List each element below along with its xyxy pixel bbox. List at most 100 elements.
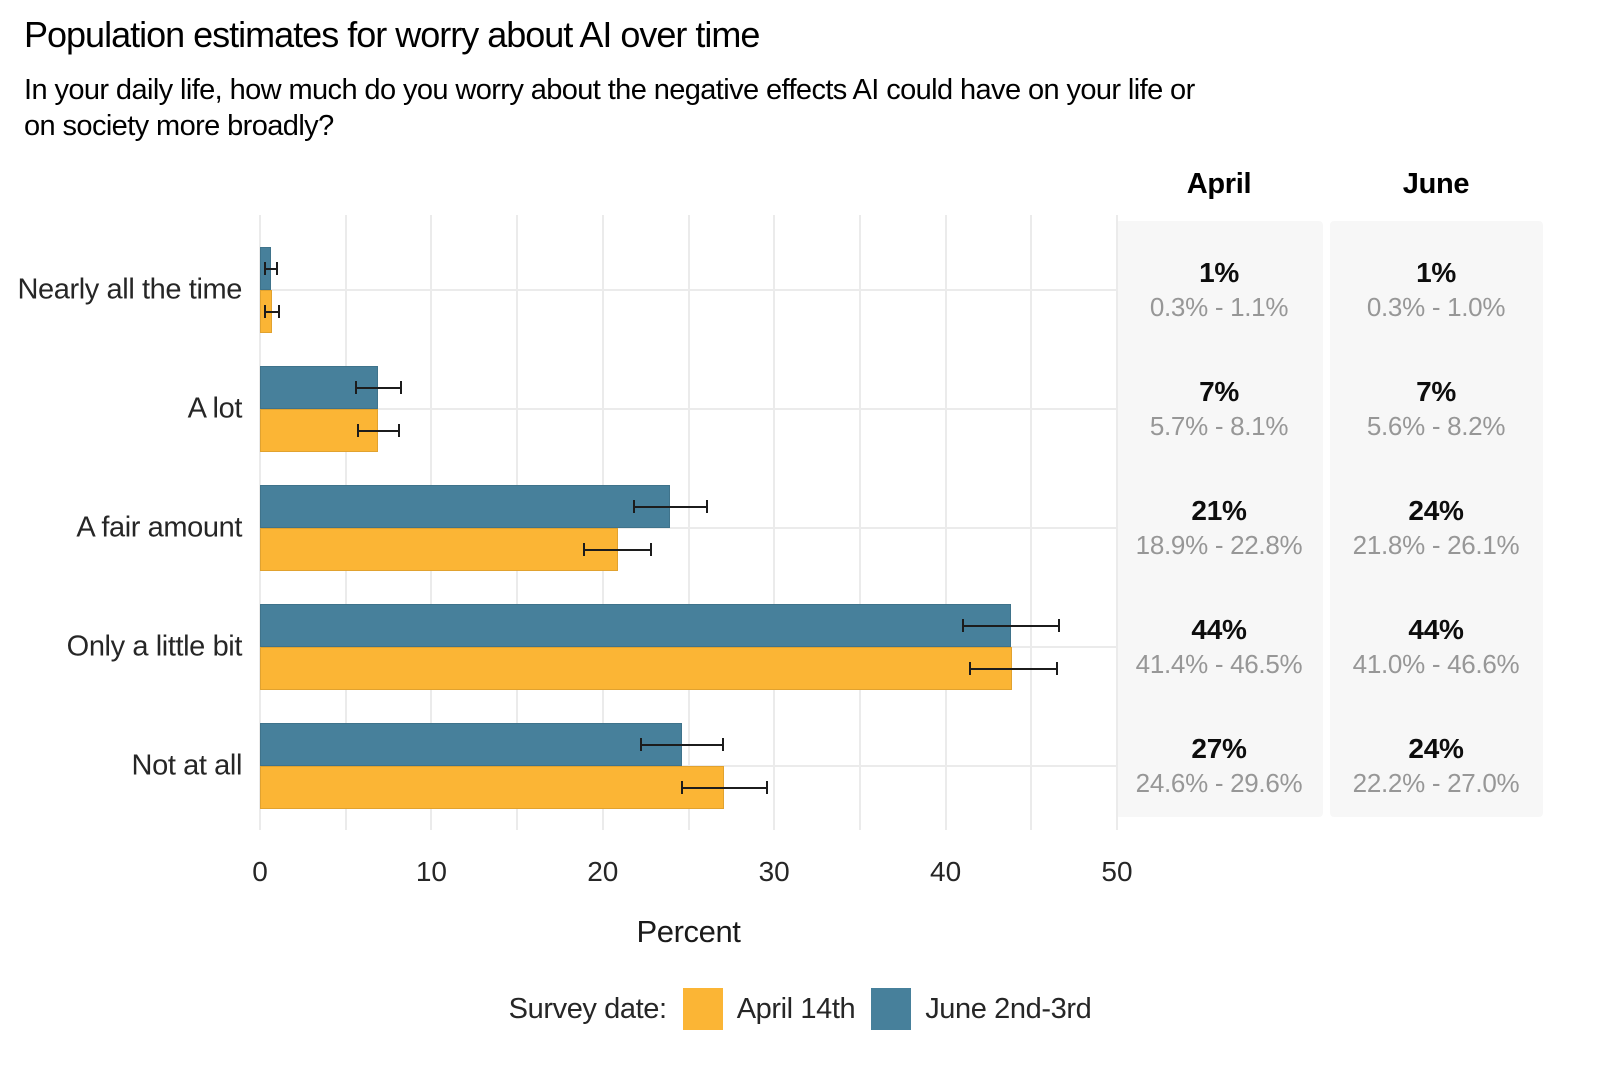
error-bar-cap-1-0-1: [397, 424, 400, 437]
gridline-vertical-50: [1116, 215, 1118, 830]
error-bar-3-1: [962, 624, 1059, 627]
bar-june-4: [260, 723, 682, 766]
table-cell-ci: 22.2% - 27.0%: [1352, 768, 1520, 798]
plot-panel: [259, 215, 1118, 830]
x-tick-label-50: 50: [1101, 856, 1133, 887]
error-bar-cap-3-0-0: [968, 662, 971, 675]
error-bar-cap-4-1-1: [721, 738, 724, 751]
table-cell-value: 44%: [1191, 614, 1247, 645]
table-cell-value: 27%: [1191, 733, 1247, 764]
gridline-horizontal-0: [260, 289, 1117, 291]
error-bar-cap-4-1-0: [639, 738, 642, 751]
bar-june-3: [260, 604, 1011, 647]
table-cell-june-1: 7% 5.6% - 8.2%: [1306, 376, 1566, 442]
error-bar-1-1: [355, 386, 401, 389]
table-cell-ci: 41.0% - 46.6%: [1352, 649, 1520, 679]
error-bar-cap-1-0-0: [356, 424, 359, 437]
error-bar-cap-0-0-0: [264, 305, 267, 318]
table-cell-value: 7%: [1199, 376, 1239, 407]
x-axis-title: Percent: [636, 914, 741, 949]
error-bar-cap-0-0-1: [277, 305, 280, 318]
table-cell-value: 1%: [1416, 257, 1456, 288]
bar-april-2: [260, 528, 619, 571]
error-bar-2-0: [583, 548, 651, 551]
gridline-vertical-40: [944, 215, 947, 830]
legend: Survey date: April 14th June 2nd-3rd: [0, 988, 1600, 1030]
category-label-1: A lot: [187, 392, 243, 425]
table-cell-ci: 41.4% - 46.5%: [1135, 649, 1303, 679]
table-cell-june-2: 24% 21.8% - 26.1%: [1306, 495, 1566, 561]
error-bar-3-0: [969, 667, 1057, 670]
error-bar-cap-3-0-1: [1056, 662, 1058, 675]
table-cell-value: 24%: [1408, 733, 1464, 764]
gridline-vertical-30: [773, 215, 776, 830]
table-cell-april-1: 7% 5.7% - 8.1%: [1089, 376, 1349, 442]
table-cell-ci: 24.6% - 29.6%: [1135, 768, 1303, 798]
error-bar-1-0: [357, 429, 399, 432]
gridline-horizontal-2: [260, 527, 1117, 529]
error-bar-cap-3-1-1: [1057, 619, 1060, 632]
x-tick-label-40: 40: [930, 856, 962, 887]
error-bar-cap-1-1-1: [399, 381, 402, 394]
table-cell-april-3: 44% 41.4% - 46.5%: [1089, 614, 1349, 680]
error-bar-0-0: [265, 310, 279, 313]
table-cell-april-0: 1% 0.3% - 1.1%: [1089, 257, 1349, 323]
table-cell-june-4: 24% 22.2% - 27.0%: [1306, 733, 1566, 799]
category-label-3: Only a little bit: [66, 630, 243, 663]
legend-item-april: April 14th: [682, 988, 856, 1030]
gridline-vertical-25: [687, 215, 690, 830]
error-bar-cap-4-0-0: [680, 781, 683, 794]
error-bar-cap-2-1-1: [706, 500, 709, 513]
table-cell-ci: 21.8% - 26.1%: [1352, 530, 1520, 560]
table-cell-value: 24%: [1408, 495, 1464, 526]
table-cell-ci: 0.3% - 1.1%: [1149, 292, 1289, 322]
table-cell-ci: 5.7% - 8.1%: [1149, 411, 1289, 441]
legend-swatch-april: [682, 988, 723, 1030]
error-bar-4-0: [681, 786, 768, 789]
error-bar-cap-3-1-0: [961, 619, 964, 632]
table-cell-ci: 0.3% - 1.0%: [1366, 292, 1506, 322]
error-bar-4-1: [640, 743, 723, 746]
chart-title: Population estimates for worry about AI …: [24, 14, 760, 55]
error-bar-cap-0-1-0: [264, 262, 267, 275]
category-label-2: A fair amount: [76, 511, 242, 544]
table-cell-value: 1%: [1199, 257, 1239, 288]
category-label-4: Not at all: [131, 749, 243, 782]
x-tick-label-20: 20: [587, 856, 619, 887]
error-bar-2-1: [633, 505, 708, 508]
x-tick-label-10: 10: [415, 856, 447, 887]
error-bar-cap-2-1-0: [632, 500, 635, 513]
table-cell-april-2: 21% 18.9% - 22.8%: [1089, 495, 1349, 561]
error-bar-cap-2-0-0: [582, 543, 585, 556]
table-column-april: [1115, 221, 1323, 817]
error-bar-cap-1-1-0: [354, 381, 357, 394]
x-tick-label-0: 0: [252, 856, 268, 887]
error-bar-cap-2-0-1: [649, 543, 652, 556]
legend-label-april: April 14th: [736, 992, 856, 1025]
table-cell-ci: 5.6% - 8.2%: [1366, 411, 1506, 441]
legend-label-june: June 2nd-3rd: [925, 992, 1092, 1025]
gridline-horizontal-1: [260, 408, 1117, 410]
gridline-vertical-35: [858, 215, 861, 830]
table-cell-june-0: 1% 0.3% - 1.0%: [1306, 257, 1566, 323]
bar-april-4: [260, 766, 725, 809]
chart-subtitle: In your daily life, how much do you worr…: [24, 72, 1195, 144]
table-cell-value: 21%: [1191, 495, 1247, 526]
table-cell-value: 7%: [1416, 376, 1456, 407]
x-tick-label-30: 30: [758, 856, 790, 887]
table-cell-june-3: 44% 41.0% - 46.6%: [1306, 614, 1566, 680]
error-bar-0-1: [265, 267, 278, 270]
category-label-0: Nearly all the time: [17, 273, 243, 306]
legend-item-june: June 2nd-3rd: [871, 988, 1092, 1030]
chart-subtitle-line1: In your daily life, how much do you worr…: [24, 74, 1195, 106]
legend-title: Survey date:: [508, 992, 667, 1025]
table-header-june: June: [1402, 168, 1470, 200]
bar-april-3: [260, 647, 1013, 690]
legend-swatch-june: [871, 988, 912, 1030]
chart-subtitle-line2: on society more broadly?: [24, 110, 334, 142]
bar-june-2: [260, 485, 670, 528]
error-bar-cap-0-1-1: [276, 262, 279, 275]
table-column-june: [1330, 221, 1543, 817]
error-bar-cap-4-0-1: [766, 781, 769, 794]
